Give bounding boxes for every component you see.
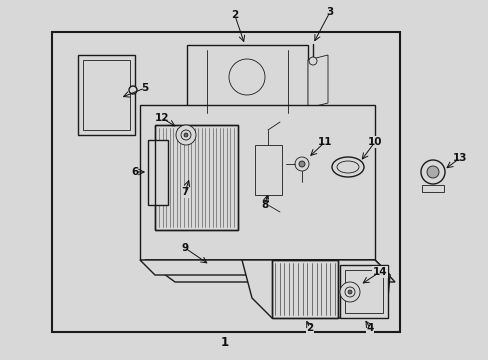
Polygon shape	[339, 265, 387, 318]
Circle shape	[420, 160, 444, 184]
Polygon shape	[242, 260, 389, 318]
Text: 12: 12	[154, 113, 169, 123]
Text: 7: 7	[181, 187, 188, 197]
Text: 1: 1	[221, 336, 228, 348]
Text: 5: 5	[141, 83, 148, 93]
Circle shape	[176, 125, 196, 145]
Text: 2: 2	[231, 10, 238, 20]
Circle shape	[228, 59, 264, 95]
Text: 13: 13	[452, 153, 467, 163]
Circle shape	[298, 161, 305, 167]
Polygon shape	[148, 140, 168, 205]
Polygon shape	[83, 60, 130, 130]
Text: 4: 4	[366, 323, 373, 333]
Circle shape	[339, 282, 359, 302]
Circle shape	[129, 86, 137, 94]
Circle shape	[426, 166, 438, 178]
Text: 11: 11	[317, 137, 331, 147]
Text: 14: 14	[372, 267, 386, 277]
Polygon shape	[307, 55, 327, 108]
Circle shape	[347, 290, 351, 294]
Circle shape	[183, 133, 187, 137]
Text: 2: 2	[306, 323, 313, 333]
Polygon shape	[271, 260, 337, 318]
Circle shape	[181, 130, 191, 140]
Polygon shape	[78, 55, 135, 135]
Circle shape	[345, 287, 354, 297]
Polygon shape	[202, 118, 231, 130]
Polygon shape	[140, 260, 389, 275]
Circle shape	[294, 157, 308, 171]
Text: 10: 10	[367, 137, 382, 147]
Polygon shape	[345, 270, 382, 313]
Polygon shape	[145, 260, 394, 282]
Text: 3: 3	[325, 7, 333, 17]
Text: 9: 9	[181, 243, 188, 253]
Bar	[52, 32, 399, 332]
Circle shape	[308, 57, 316, 65]
Ellipse shape	[331, 157, 363, 177]
Ellipse shape	[336, 161, 358, 173]
Polygon shape	[421, 185, 443, 192]
Polygon shape	[254, 145, 282, 195]
Text: 6: 6	[131, 167, 138, 177]
Polygon shape	[186, 45, 307, 118]
Text: 8: 8	[261, 200, 268, 210]
Polygon shape	[140, 105, 374, 260]
Polygon shape	[155, 125, 238, 230]
